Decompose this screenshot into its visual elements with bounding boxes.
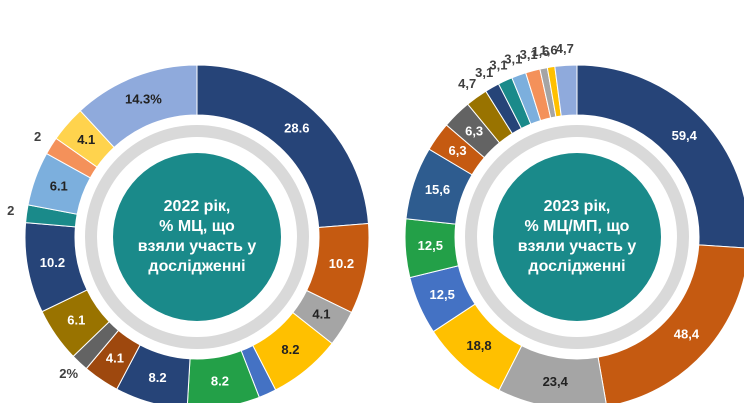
value-label: 12,5	[430, 287, 455, 302]
value-label: 4,7	[556, 41, 574, 56]
donut-segment	[597, 244, 744, 403]
value-label: 59,4	[672, 128, 698, 143]
center-title: дослідженні	[528, 258, 625, 275]
value-label: 1,6	[540, 43, 558, 58]
value-label: 15,6	[425, 182, 450, 197]
value-label: 3,1	[475, 65, 493, 80]
value-label: 6,3	[449, 143, 467, 158]
center-disc	[493, 153, 661, 321]
center-title: % МЦ/МП, що	[525, 218, 630, 235]
value-label: 14.3%	[125, 92, 162, 107]
value-label: 8.2	[211, 374, 229, 389]
center-title: взяли участь у	[138, 238, 257, 255]
value-label: 10.2	[40, 255, 65, 270]
value-label: 2%	[59, 366, 78, 381]
value-label: 1,6	[531, 44, 549, 59]
value-label: 2	[34, 129, 41, 144]
center-title: % МЦ, що	[159, 218, 235, 235]
value-label: 6.1	[67, 312, 85, 327]
value-label: 3,1	[489, 58, 507, 73]
value-label: 4.1	[106, 350, 124, 365]
value-label: 3,1	[504, 52, 522, 67]
value-label: 3,1	[520, 47, 538, 62]
center-disc	[113, 153, 281, 321]
value-label: 48,4	[674, 327, 700, 342]
value-label: 28.6	[284, 121, 309, 136]
donut-segment	[554, 64, 578, 117]
donut-segment	[576, 64, 744, 249]
value-label: 4,7	[458, 76, 476, 91]
value-label: 6.1	[50, 178, 68, 193]
value-label: 12,5	[418, 238, 443, 253]
donut-segment	[79, 64, 198, 149]
value-label: 6,3	[465, 123, 483, 138]
value-label: 8.2	[149, 370, 167, 385]
value-label: 23,4	[543, 374, 569, 389]
value-label: 2	[271, 400, 278, 403]
value-label: 4.1	[77, 132, 95, 147]
center-title: взяли участь у	[518, 238, 637, 255]
center-title: 2022 рік,	[164, 198, 231, 215]
center-title: 2023 рік,	[544, 198, 611, 215]
value-label: 8.2	[281, 342, 299, 357]
value-label: 18,8	[466, 338, 491, 353]
center-title: дослідженні	[148, 258, 245, 275]
value-label: 2	[7, 203, 14, 218]
value-label: 4.1	[312, 307, 330, 322]
value-label: 10.2	[329, 256, 354, 271]
